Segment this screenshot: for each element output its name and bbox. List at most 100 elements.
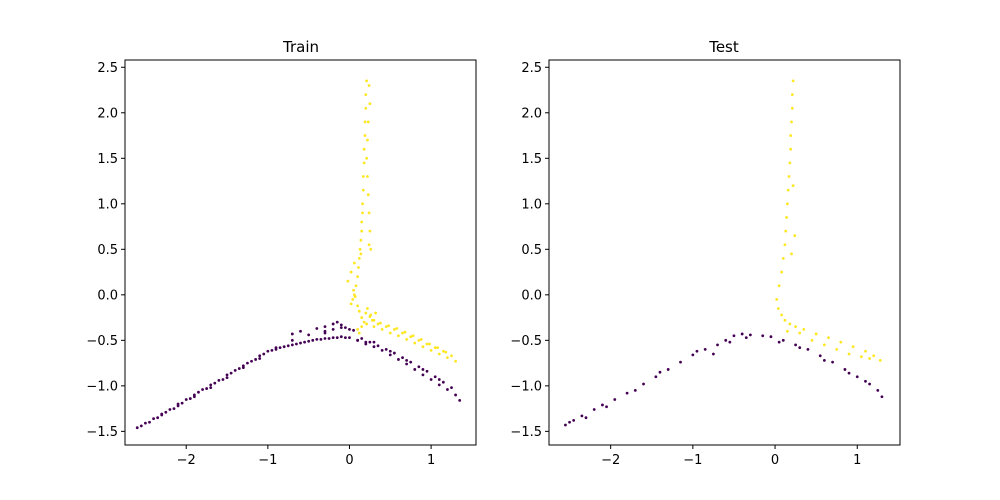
test-point-s0-3 — [592, 408, 596, 411]
train-point-s1-53 — [401, 331, 404, 335]
train-point-s0-39 — [221, 378, 225, 381]
train-point-s0-94 — [405, 358, 409, 362]
train-point-s1-45 — [421, 345, 425, 349]
test-point-s1-4 — [789, 134, 793, 137]
test-ytick-label-1: −1.0 — [510, 379, 542, 394]
train-point-s1-59 — [450, 354, 453, 358]
test-xtick-label-0: −2 — [601, 453, 620, 468]
test-point-s0-20 — [781, 338, 785, 342]
train-point-s1-76 — [366, 307, 369, 310]
train-point-s0-34 — [180, 401, 184, 405]
train-point-s1-0 — [365, 79, 369, 83]
train-xtick-label-1: −1 — [258, 453, 277, 468]
train-point-s1-61 — [379, 321, 382, 325]
train-point-s1-40 — [380, 328, 384, 331]
train-point-s1-80 — [352, 261, 356, 265]
train-point-s0-36 — [197, 390, 200, 394]
train-point-s0-6 — [184, 398, 188, 401]
train-point-s0-14 — [250, 359, 253, 363]
test-point-s1-36 — [868, 357, 871, 360]
train-point-s0-64 — [307, 333, 311, 337]
train-point-s0-55 — [160, 413, 164, 417]
train-point-s1-46 — [429, 348, 433, 352]
train-point-s0-101 — [331, 322, 335, 326]
train-point-s0-53 — [335, 336, 339, 339]
train-point-s1-21 — [349, 302, 353, 306]
train-point-s1-81 — [359, 252, 363, 256]
train-point-s0-25 — [339, 335, 343, 339]
train-point-s0-58 — [209, 386, 213, 390]
train-point-s1-22 — [352, 288, 355, 292]
train-point-s0-66 — [356, 338, 360, 342]
train-point-s1-23 — [353, 295, 357, 299]
train-ytick-label-1: −1.0 — [86, 379, 118, 394]
test-point-s1-17 — [776, 307, 780, 310]
train-point-s1-77 — [369, 313, 373, 317]
train-ytick-label-2: −0.5 — [86, 334, 118, 349]
test-ytick-label-5: 1.0 — [521, 197, 542, 212]
test-point-s0-15 — [732, 334, 736, 338]
train-point-s0-16 — [266, 349, 270, 353]
train-point-s0-75 — [429, 378, 433, 381]
test-point-s0-26 — [855, 375, 859, 379]
test-point-s0-27 — [868, 382, 871, 386]
train-point-s1-41 — [388, 331, 392, 335]
test-point-s1-25 — [839, 340, 843, 344]
train-point-s0-0 — [135, 426, 139, 430]
test-point-s0-1 — [572, 419, 576, 422]
test-point-s0-42 — [847, 371, 851, 375]
train-point-s0-22 — [315, 338, 319, 341]
train-point-s0-63 — [290, 338, 294, 342]
train-point-s0-43 — [254, 358, 257, 361]
test-ytick-label-3: 0.0 — [521, 288, 542, 303]
train-point-s1-13 — [359, 238, 363, 242]
test-point-s0-0 — [564, 423, 567, 427]
train-point-s0-99 — [315, 327, 319, 330]
train-point-s1-1 — [364, 93, 368, 96]
train-point-s1-35 — [366, 193, 370, 197]
train-point-s0-89 — [433, 375, 437, 379]
train-point-s1-39 — [372, 325, 376, 329]
test-point-s0-39 — [777, 340, 781, 344]
test-point-s1-26 — [851, 345, 855, 349]
test-ytick-label-4: 0.5 — [521, 243, 542, 258]
train-point-s0-108 — [331, 328, 335, 331]
train-point-s0-93 — [388, 349, 392, 353]
test-point-s0-6 — [625, 391, 629, 395]
train-point-s0-9 — [209, 383, 213, 387]
train-point-s0-81 — [368, 340, 372, 344]
train-point-s1-38 — [369, 247, 373, 251]
train-point-s0-109 — [339, 326, 343, 329]
train-point-s1-18 — [354, 284, 358, 288]
train-ytick-label-7: 2.0 — [97, 106, 118, 121]
train-point-s0-107 — [323, 331, 327, 335]
train-ytick-label-4: 0.5 — [97, 243, 118, 258]
test-point-s1-15 — [777, 284, 781, 288]
train-point-s0-8 — [201, 388, 204, 391]
test-point-s0-31 — [584, 416, 588, 420]
train-point-s1-37 — [368, 229, 372, 233]
train-point-s0-62 — [274, 346, 278, 350]
train-point-s0-41 — [237, 367, 241, 370]
test-point-s1-33 — [835, 348, 839, 351]
test-point-s0-23 — [818, 354, 822, 358]
train-point-s0-52 — [327, 337, 331, 340]
train-point-s1-29 — [367, 84, 371, 87]
train-point-s1-8 — [361, 188, 365, 192]
train-point-s1-73 — [360, 325, 364, 329]
train-point-s1-11 — [360, 220, 364, 224]
train-point-s1-6 — [362, 161, 366, 165]
train-point-s0-92 — [372, 340, 376, 344]
train-point-s0-18 — [282, 345, 286, 349]
train-point-s0-2 — [152, 417, 155, 421]
train-point-s0-47 — [286, 344, 290, 348]
train-point-s0-44 — [262, 352, 266, 356]
test-point-s1-5 — [789, 147, 793, 151]
test-scatter-panel: Test −2 −1 0 1 −1.5 −1.0 −0.5 0.0 0.5 1.0 1.5 2.0 2.… — [510, 38, 901, 468]
train-point-s0-84 — [392, 351, 396, 355]
test-title: Test — [708, 38, 739, 56]
train-point-s0-78 — [454, 393, 457, 397]
train-point-s1-10 — [361, 211, 364, 215]
train-ytick-label-3: 0.0 — [97, 288, 118, 303]
test-axes-frame — [548, 59, 901, 446]
